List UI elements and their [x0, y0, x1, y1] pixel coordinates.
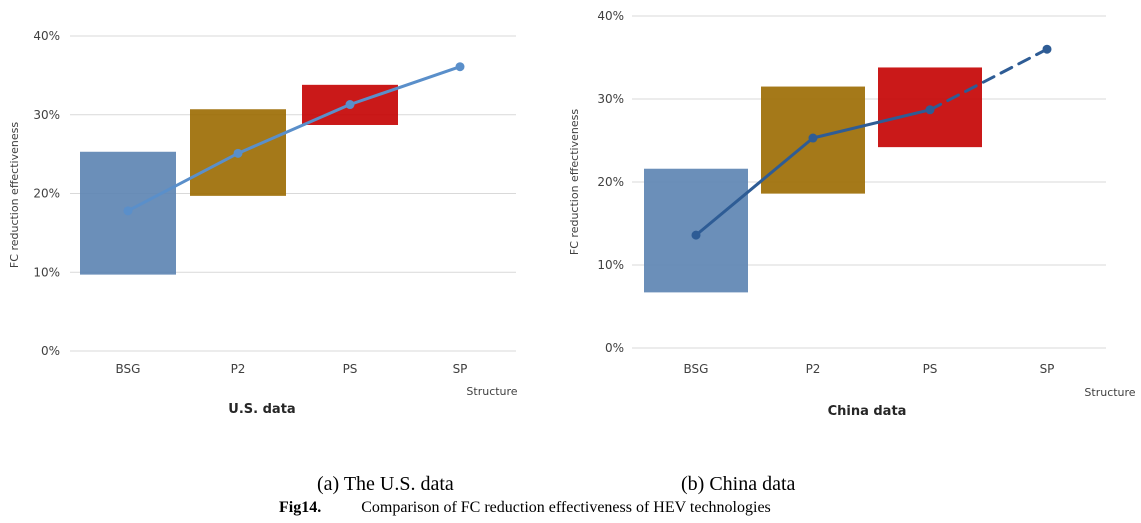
trend-segment	[348, 65, 462, 107]
y-tick-label: 10%	[597, 258, 624, 272]
y-tick-label: 40%	[33, 29, 60, 43]
y-tick-label: 30%	[33, 108, 60, 122]
y-tick-label: 30%	[597, 92, 624, 106]
chart-title: China data	[828, 404, 907, 419]
figure-caption-text: Comparison of FC reduction effectiveness…	[361, 499, 771, 516]
y-tick-label: 0%	[41, 344, 60, 358]
chart-title: U.S. data	[228, 402, 295, 417]
trend-line	[123, 62, 465, 216]
x-tick-label: SP	[453, 362, 468, 376]
chart-china-data: 0% 10% 20% 30% 40% BSG P2 PS SP FC reduction ef…	[568, 9, 1136, 419]
data-point-p2	[233, 148, 243, 158]
trend-segment-dashed	[928, 47, 1049, 112]
y-tick-label: 40%	[597, 9, 624, 23]
y-tick-label: 10%	[33, 265, 60, 279]
y-axis-label: FC reduction effectiveness	[568, 109, 581, 255]
trend-line	[691, 44, 1052, 240]
data-point-ps	[925, 105, 935, 115]
data-point-p2	[808, 133, 818, 143]
x-tick-label: P2	[806, 362, 821, 376]
x-tick-label: PS	[923, 362, 938, 376]
data-point-bsg	[691, 230, 701, 240]
x-tick-label: P2	[231, 362, 246, 376]
range-boxes	[80, 84, 398, 275]
y-tick-label: 20%	[597, 175, 624, 189]
figure-label: Fig14.	[279, 499, 322, 516]
subcaption-a: (a) The U.S. data	[317, 473, 454, 495]
data-point-ps	[345, 100, 355, 110]
y-tick-label: 20%	[33, 187, 60, 201]
y-tick-label: 0%	[605, 341, 624, 355]
y-tick-labels: 0% 10% 20% 30% 40%	[33, 29, 60, 358]
x-axis-label: Structure	[1084, 386, 1135, 399]
chart-us-data: 0% 10% 20% 30% 40% BSG P2 PS SP FC reduction ef…	[8, 29, 518, 417]
trend-segment	[126, 151, 240, 213]
figure-caption: Fig14. Comparison of FC reduction effecti…	[279, 499, 771, 517]
x-tick-label: SP	[1040, 362, 1055, 376]
x-axis-label: Structure	[466, 385, 517, 398]
x-tick-labels: BSG P2 PS SP	[684, 362, 1055, 376]
trend-segment	[694, 136, 815, 237]
y-axis-label: FC reduction effectiveness	[8, 122, 21, 268]
subcaption-b: (b) China data	[681, 473, 796, 495]
x-tick-labels: BSG P2 PS SP	[116, 362, 468, 376]
range-box-bsg	[644, 168, 748, 293]
data-point-sp	[1042, 44, 1052, 54]
x-tick-label: BSG	[684, 362, 709, 376]
x-tick-label: PS	[343, 362, 358, 376]
trend-segment	[236, 103, 352, 155]
data-point-bsg	[123, 206, 133, 216]
y-tick-labels: 0% 10% 20% 30% 40%	[597, 9, 624, 355]
range-boxes	[644, 67, 982, 293]
trend-segment	[811, 108, 932, 140]
x-tick-label: BSG	[116, 362, 141, 376]
data-point-sp	[455, 62, 465, 72]
